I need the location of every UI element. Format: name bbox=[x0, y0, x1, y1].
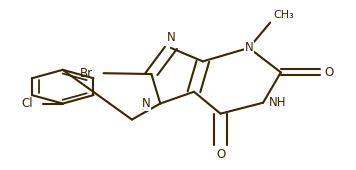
Text: O: O bbox=[216, 148, 225, 161]
Text: Cl: Cl bbox=[21, 97, 33, 110]
Text: CH₃: CH₃ bbox=[274, 10, 294, 20]
Text: N: N bbox=[167, 31, 175, 44]
Text: NH: NH bbox=[268, 96, 286, 109]
Text: Br: Br bbox=[80, 67, 93, 80]
Text: O: O bbox=[324, 66, 333, 79]
Text: N: N bbox=[142, 97, 151, 110]
Text: N: N bbox=[245, 41, 253, 54]
